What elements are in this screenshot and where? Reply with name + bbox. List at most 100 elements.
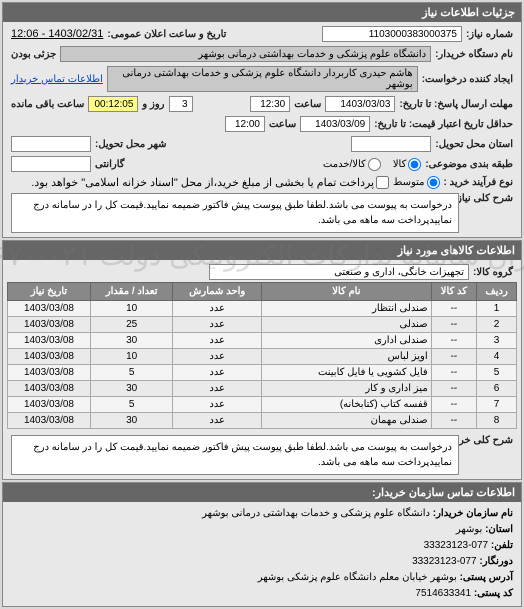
table-col-header: نام کالا — [262, 283, 432, 301]
postal-value: 7514633341 — [415, 588, 471, 599]
table-col-header: واحد شمارش — [173, 283, 262, 301]
fax-label: دورنگار: — [479, 556, 513, 567]
table-cell: 1403/03/08 — [8, 365, 91, 381]
deadline-date: 1403/03/03 — [325, 96, 395, 112]
table-cell: -- — [431, 365, 476, 381]
pt-note-text: پرداخت تمام یا بخشی از مبلغ خرید،از محل … — [31, 176, 374, 189]
group-label: گروه کالا: — [473, 267, 513, 278]
table-cell: -- — [431, 413, 476, 429]
table-row: 3--صندلی اداریعدد301403/03/08 — [8, 333, 517, 349]
cat-option-kala[interactable]: کالا — [393, 158, 422, 171]
table-cell: 10 — [90, 301, 172, 317]
postal-label: کد پستی: — [474, 588, 513, 599]
address-value: بوشهر خیابان معلم دانشگاه علوم پزشکی بوش… — [258, 572, 457, 583]
buyer-org-value: دانشگاه علوم پزشکی و خدمات بهداشتی درمان… — [60, 46, 431, 62]
pt-radio-1[interactable] — [427, 176, 440, 189]
table-cell: -- — [431, 333, 476, 349]
table-cell: فایل کشویی یا فایل کابینت — [262, 365, 432, 381]
purchase-type-label: نوع فرآیند خرید : — [444, 177, 513, 188]
table-cell: 25 — [90, 317, 172, 333]
pt-note-check[interactable]: پرداخت تمام یا بخشی از مبلغ خرید،از محل … — [31, 176, 389, 189]
warranty-value — [11, 156, 91, 172]
phone-label: تلفن: — [491, 540, 513, 551]
province-value: بوشهر — [456, 524, 482, 535]
requester-value: هاشم حیدری کاربردار دانشگاه علوم پزشکی و… — [107, 66, 418, 92]
need-no-value: 1103000383000375 — [322, 26, 462, 42]
price-valid-date: 1403/03/09 — [300, 116, 370, 132]
need-no-label: شماره نیاز: — [466, 29, 513, 40]
table-cell: 5 — [90, 397, 172, 413]
contact-panel: اطلاعات تماس سازمان خریدار: نام سازمان خ… — [2, 482, 522, 607]
delivery-city-value — [11, 136, 91, 152]
table-cell: 30 — [90, 381, 172, 397]
price-valid-label: حداقل تاریخ اعتبار قیمت: تا تاریخ: — [374, 119, 513, 130]
goods-header: اطلاعات کالاهای مورد نیاز — [3, 241, 521, 260]
table-cell: 10 — [90, 349, 172, 365]
table-cell: عدد — [173, 301, 262, 317]
table-cell: 4 — [477, 349, 517, 365]
warranty-label: گارانتی — [95, 159, 125, 170]
table-cell: عدد — [173, 349, 262, 365]
time-label-1: ساعت — [294, 99, 321, 110]
table-cell: عدد — [173, 317, 262, 333]
table-row: 7--قفسه کتاب (کتابخانه)عدد51403/03/08 — [8, 397, 517, 413]
remain-days-label: روز و — [142, 99, 164, 110]
pt-checkbox[interactable] — [376, 176, 389, 189]
table-cell: 1 — [477, 301, 517, 317]
table-cell: -- — [431, 349, 476, 365]
table-cell: 1403/03/08 — [8, 301, 91, 317]
need-desc: درخواست به پیوست می باشد.لطفا طبق پیوست … — [11, 193, 459, 233]
announce-value: 1403/02/31 - 12:06 — [11, 28, 103, 40]
table-cell: 5 — [90, 365, 172, 381]
org-value: دانشگاه علوم پزشکی و خدمات بهداشتی درمان… — [202, 508, 430, 519]
time-label-2: ساعت — [269, 119, 296, 130]
cat-label-1: کالا — [393, 159, 407, 170]
table-cell: میز اداری و کار — [262, 381, 432, 397]
table-col-header: ردیف — [477, 283, 517, 301]
table-cell: 3 — [477, 333, 517, 349]
remain-time: 00:12:05 — [88, 96, 138, 112]
buyer-org-label: نام دستگاه خریدار: — [435, 49, 513, 60]
table-cell: صندلی مهمان — [262, 413, 432, 429]
table-cell: عدد — [173, 365, 262, 381]
goods-panel: اطلاعات کالاهای مورد نیاز گروه کالا: تجه… — [2, 240, 522, 480]
category-radio-group: کالا کالا/خدمت — [323, 158, 421, 171]
table-cell: -- — [431, 381, 476, 397]
remain-days: 3 — [169, 96, 193, 112]
table-cell: 6 — [477, 381, 517, 397]
cat-option-kala-khadmat[interactable]: کالا/خدمت — [323, 158, 381, 171]
delivery-loc-value — [351, 136, 431, 152]
cat-radio-2[interactable] — [368, 158, 381, 171]
category-label: طبقه بندی موضوعی: — [425, 159, 513, 170]
need-info-header: جزئیات اطلاعات نیاز — [3, 3, 521, 22]
table-row: 6--میز اداری و کارعدد301403/03/08 — [8, 381, 517, 397]
table-col-header: تعداد / مقدار — [90, 283, 172, 301]
table-cell: اویز لباس — [262, 349, 432, 365]
branch-label: جزئی بودن — [11, 49, 56, 60]
province-label: استان: — [485, 524, 513, 535]
table-cell: -- — [431, 397, 476, 413]
table-cell: عدد — [173, 397, 262, 413]
requester-label: ایجاد کننده درخواست: — [422, 74, 513, 85]
table-cell: 30 — [90, 413, 172, 429]
need-info-panel: جزئیات اطلاعات نیاز شماره نیاز: 11030003… — [2, 2, 522, 238]
cat-label-2: کالا/خدمت — [323, 159, 366, 170]
table-cell: 1403/03/08 — [8, 381, 91, 397]
announce-label: تاریخ و ساعت اعلان عمومی: — [107, 29, 226, 40]
table-row: 2--صندلیعدد251403/03/08 — [8, 317, 517, 333]
table-cell: صندلی اداری — [262, 333, 432, 349]
deadline-send-label: مهلت ارسال پاسخ: تا تاریخ: — [399, 99, 513, 110]
delivery-loc-label: استان محل تحویل: — [435, 139, 513, 150]
table-row: 8--صندلی مهمانعدد301403/03/08 — [8, 413, 517, 429]
table-cell: 5 — [477, 365, 517, 381]
cat-radio-1[interactable] — [408, 158, 421, 171]
contact-header: اطلاعات تماس سازمان خریدار: — [3, 483, 521, 502]
table-cell: 30 — [90, 333, 172, 349]
buyer-desc-label: شرح کلی خریدار: — [463, 435, 513, 446]
buyer-contact-link[interactable]: اطلاعات تماس خریدار — [11, 74, 103, 85]
pt-option-medium[interactable]: متوسط — [393, 176, 439, 189]
table-row: 5--فایل کشویی یا فایل کابینتعدد51403/03/… — [8, 365, 517, 381]
table-cell: 1403/03/08 — [8, 349, 91, 365]
table-cell: عدد — [173, 333, 262, 349]
phone-value: 077-33323123 — [424, 540, 489, 551]
